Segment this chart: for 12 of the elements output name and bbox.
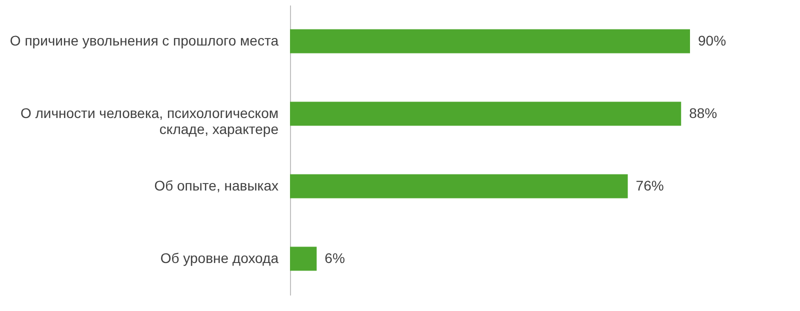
data-label: 90%	[698, 32, 726, 48]
y-tick-label: О причине увольнения с прошлого места	[10, 32, 279, 48]
bar	[290, 246, 317, 271]
y-tick-label: О личности человека, психологическом складе, характере	[20, 104, 279, 137]
y-tick-label: Об уровне дохода	[160, 250, 279, 266]
data-label: 88%	[689, 104, 718, 121]
data-label: 6%	[324, 250, 345, 266]
bar	[290, 102, 682, 126]
data-label: 76%	[636, 177, 664, 194]
bar	[290, 174, 628, 198]
bar	[290, 29, 690, 54]
y-tick-label: Об опыте, навыках	[154, 177, 278, 194]
